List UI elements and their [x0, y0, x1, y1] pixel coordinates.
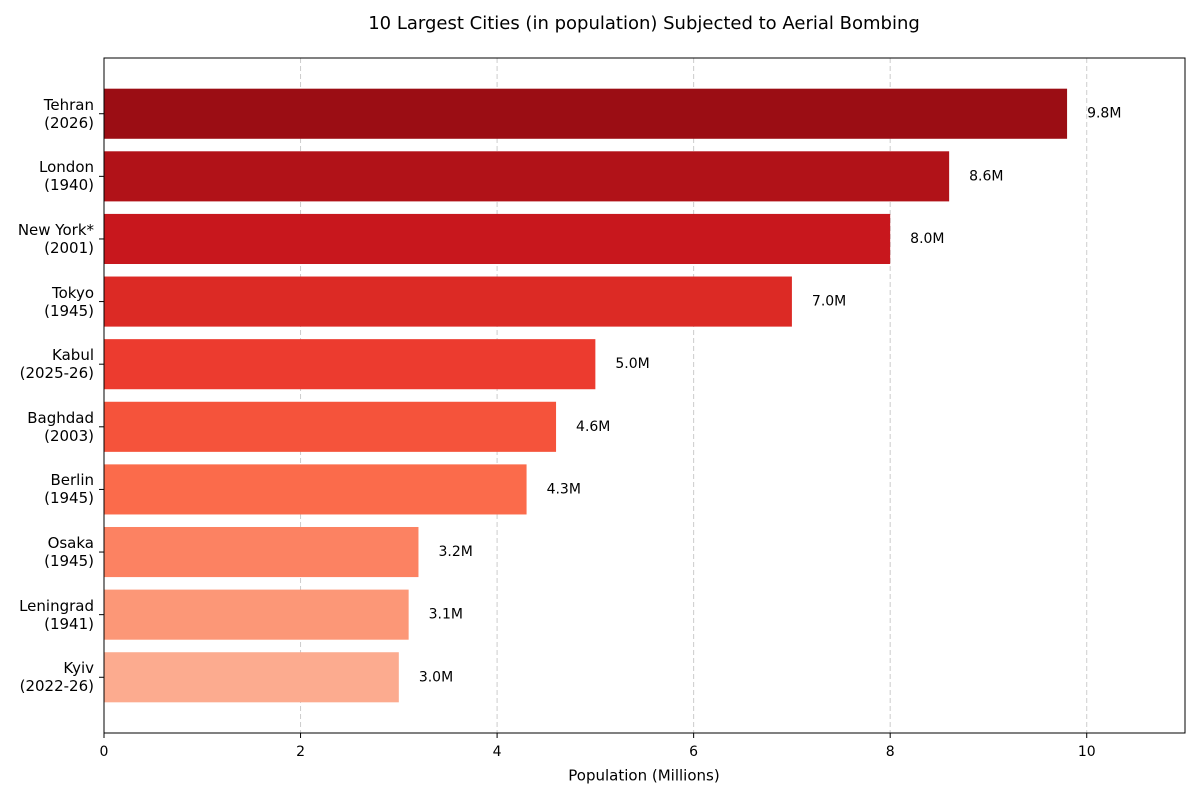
bar — [104, 88, 1068, 139]
bar — [104, 526, 419, 578]
y-tick-label: Leningrad (1941) — [19, 596, 94, 633]
bar — [104, 652, 399, 703]
x-tick-label: 2 — [296, 744, 305, 760]
x-tick-label: 8 — [886, 744, 895, 760]
bar — [104, 276, 792, 327]
bar — [104, 401, 557, 452]
chart-title: 10 Largest Cities (in population) Subjec… — [368, 13, 920, 34]
value-label: 8.6M — [969, 168, 1003, 184]
x-axis-label: Population (Millions) — [568, 767, 719, 785]
y-tick-label: New York* (2001) — [17, 220, 94, 257]
bar — [104, 151, 950, 202]
y-tick-label: Baghdad (2003) — [27, 408, 94, 445]
value-label: 9.8M — [1087, 106, 1121, 122]
value-label: 3.0M — [419, 669, 453, 685]
x-tick-label: 6 — [689, 744, 698, 760]
bar — [104, 213, 891, 265]
value-label: 7.0M — [812, 294, 846, 310]
x-tick-label: 0 — [100, 744, 109, 760]
y-tick-label: Kabul (2025-26) — [19, 346, 94, 383]
value-label: 8.0M — [910, 231, 944, 247]
y-tick-label: Osaka (1945) — [44, 534, 94, 571]
value-label: 3.2M — [438, 544, 472, 560]
y-tick-label: Kyiv (2022-26) — [19, 659, 94, 696]
value-label: 3.1M — [429, 607, 463, 623]
bar — [104, 339, 596, 390]
value-label: 4.6M — [576, 419, 610, 435]
plot-frame — [103, 57, 1186, 734]
x-tick-label: 4 — [493, 744, 502, 760]
bar — [104, 464, 527, 515]
value-label: 5.0M — [615, 356, 649, 372]
bar — [104, 589, 409, 640]
y-tick-label: Tehran (2026) — [43, 95, 94, 132]
value-label: 4.3M — [547, 481, 581, 497]
y-tick-label: Tokyo (1945) — [44, 283, 94, 320]
y-tick-label: Berlin (1945) — [44, 471, 94, 508]
x-tick-label: 10 — [1078, 744, 1096, 760]
y-tick-label: London (1940) — [39, 158, 94, 195]
